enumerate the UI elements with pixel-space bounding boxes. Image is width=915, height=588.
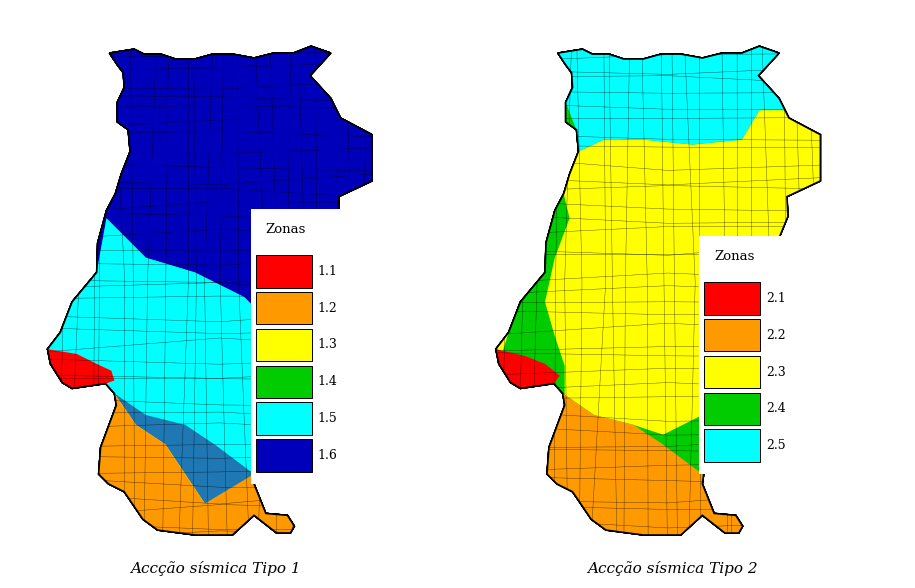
FancyBboxPatch shape <box>256 329 312 361</box>
Text: Accção sísmica Tipo 1: Accção sísmica Tipo 1 <box>130 561 300 576</box>
FancyBboxPatch shape <box>256 292 312 325</box>
FancyBboxPatch shape <box>705 282 760 315</box>
Text: 1.6: 1.6 <box>318 449 338 462</box>
PathPatch shape <box>48 46 372 535</box>
FancyBboxPatch shape <box>256 402 312 435</box>
Text: 2.3: 2.3 <box>766 366 786 379</box>
PathPatch shape <box>486 12 860 152</box>
PathPatch shape <box>48 46 372 535</box>
FancyBboxPatch shape <box>705 319 760 352</box>
Text: 2.2: 2.2 <box>766 329 785 342</box>
Text: 1.1: 1.1 <box>318 265 338 278</box>
Text: Accção sísmica Tipo 2: Accção sísmica Tipo 2 <box>587 561 758 576</box>
PathPatch shape <box>486 12 860 553</box>
PathPatch shape <box>48 46 372 535</box>
PathPatch shape <box>496 46 821 535</box>
FancyBboxPatch shape <box>251 209 344 484</box>
PathPatch shape <box>496 349 743 535</box>
PathPatch shape <box>496 46 821 535</box>
PathPatch shape <box>48 46 372 535</box>
PathPatch shape <box>99 393 295 535</box>
Text: Zonas: Zonas <box>266 223 307 236</box>
Text: 1.2: 1.2 <box>318 302 338 315</box>
Text: 2.5: 2.5 <box>766 439 785 452</box>
PathPatch shape <box>48 46 372 535</box>
PathPatch shape <box>38 218 303 474</box>
PathPatch shape <box>38 12 412 346</box>
Text: 2.1: 2.1 <box>766 292 786 305</box>
PathPatch shape <box>48 46 372 535</box>
Text: 1.5: 1.5 <box>318 412 338 425</box>
FancyBboxPatch shape <box>256 439 312 472</box>
FancyBboxPatch shape <box>705 429 760 462</box>
Text: Zonas: Zonas <box>715 250 755 263</box>
FancyBboxPatch shape <box>705 393 760 425</box>
FancyBboxPatch shape <box>699 236 792 475</box>
PathPatch shape <box>496 46 821 535</box>
PathPatch shape <box>496 46 821 535</box>
PathPatch shape <box>48 46 372 535</box>
Text: 1.3: 1.3 <box>318 339 338 352</box>
PathPatch shape <box>496 46 821 535</box>
PathPatch shape <box>48 46 372 535</box>
FancyBboxPatch shape <box>256 366 312 398</box>
Text: 1.4: 1.4 <box>318 375 338 388</box>
PathPatch shape <box>254 268 412 533</box>
PathPatch shape <box>99 393 254 535</box>
PathPatch shape <box>496 110 860 435</box>
PathPatch shape <box>48 349 114 389</box>
Text: 2.4: 2.4 <box>766 402 786 415</box>
PathPatch shape <box>496 349 560 389</box>
FancyBboxPatch shape <box>705 356 760 388</box>
FancyBboxPatch shape <box>256 255 312 288</box>
PathPatch shape <box>496 46 821 535</box>
